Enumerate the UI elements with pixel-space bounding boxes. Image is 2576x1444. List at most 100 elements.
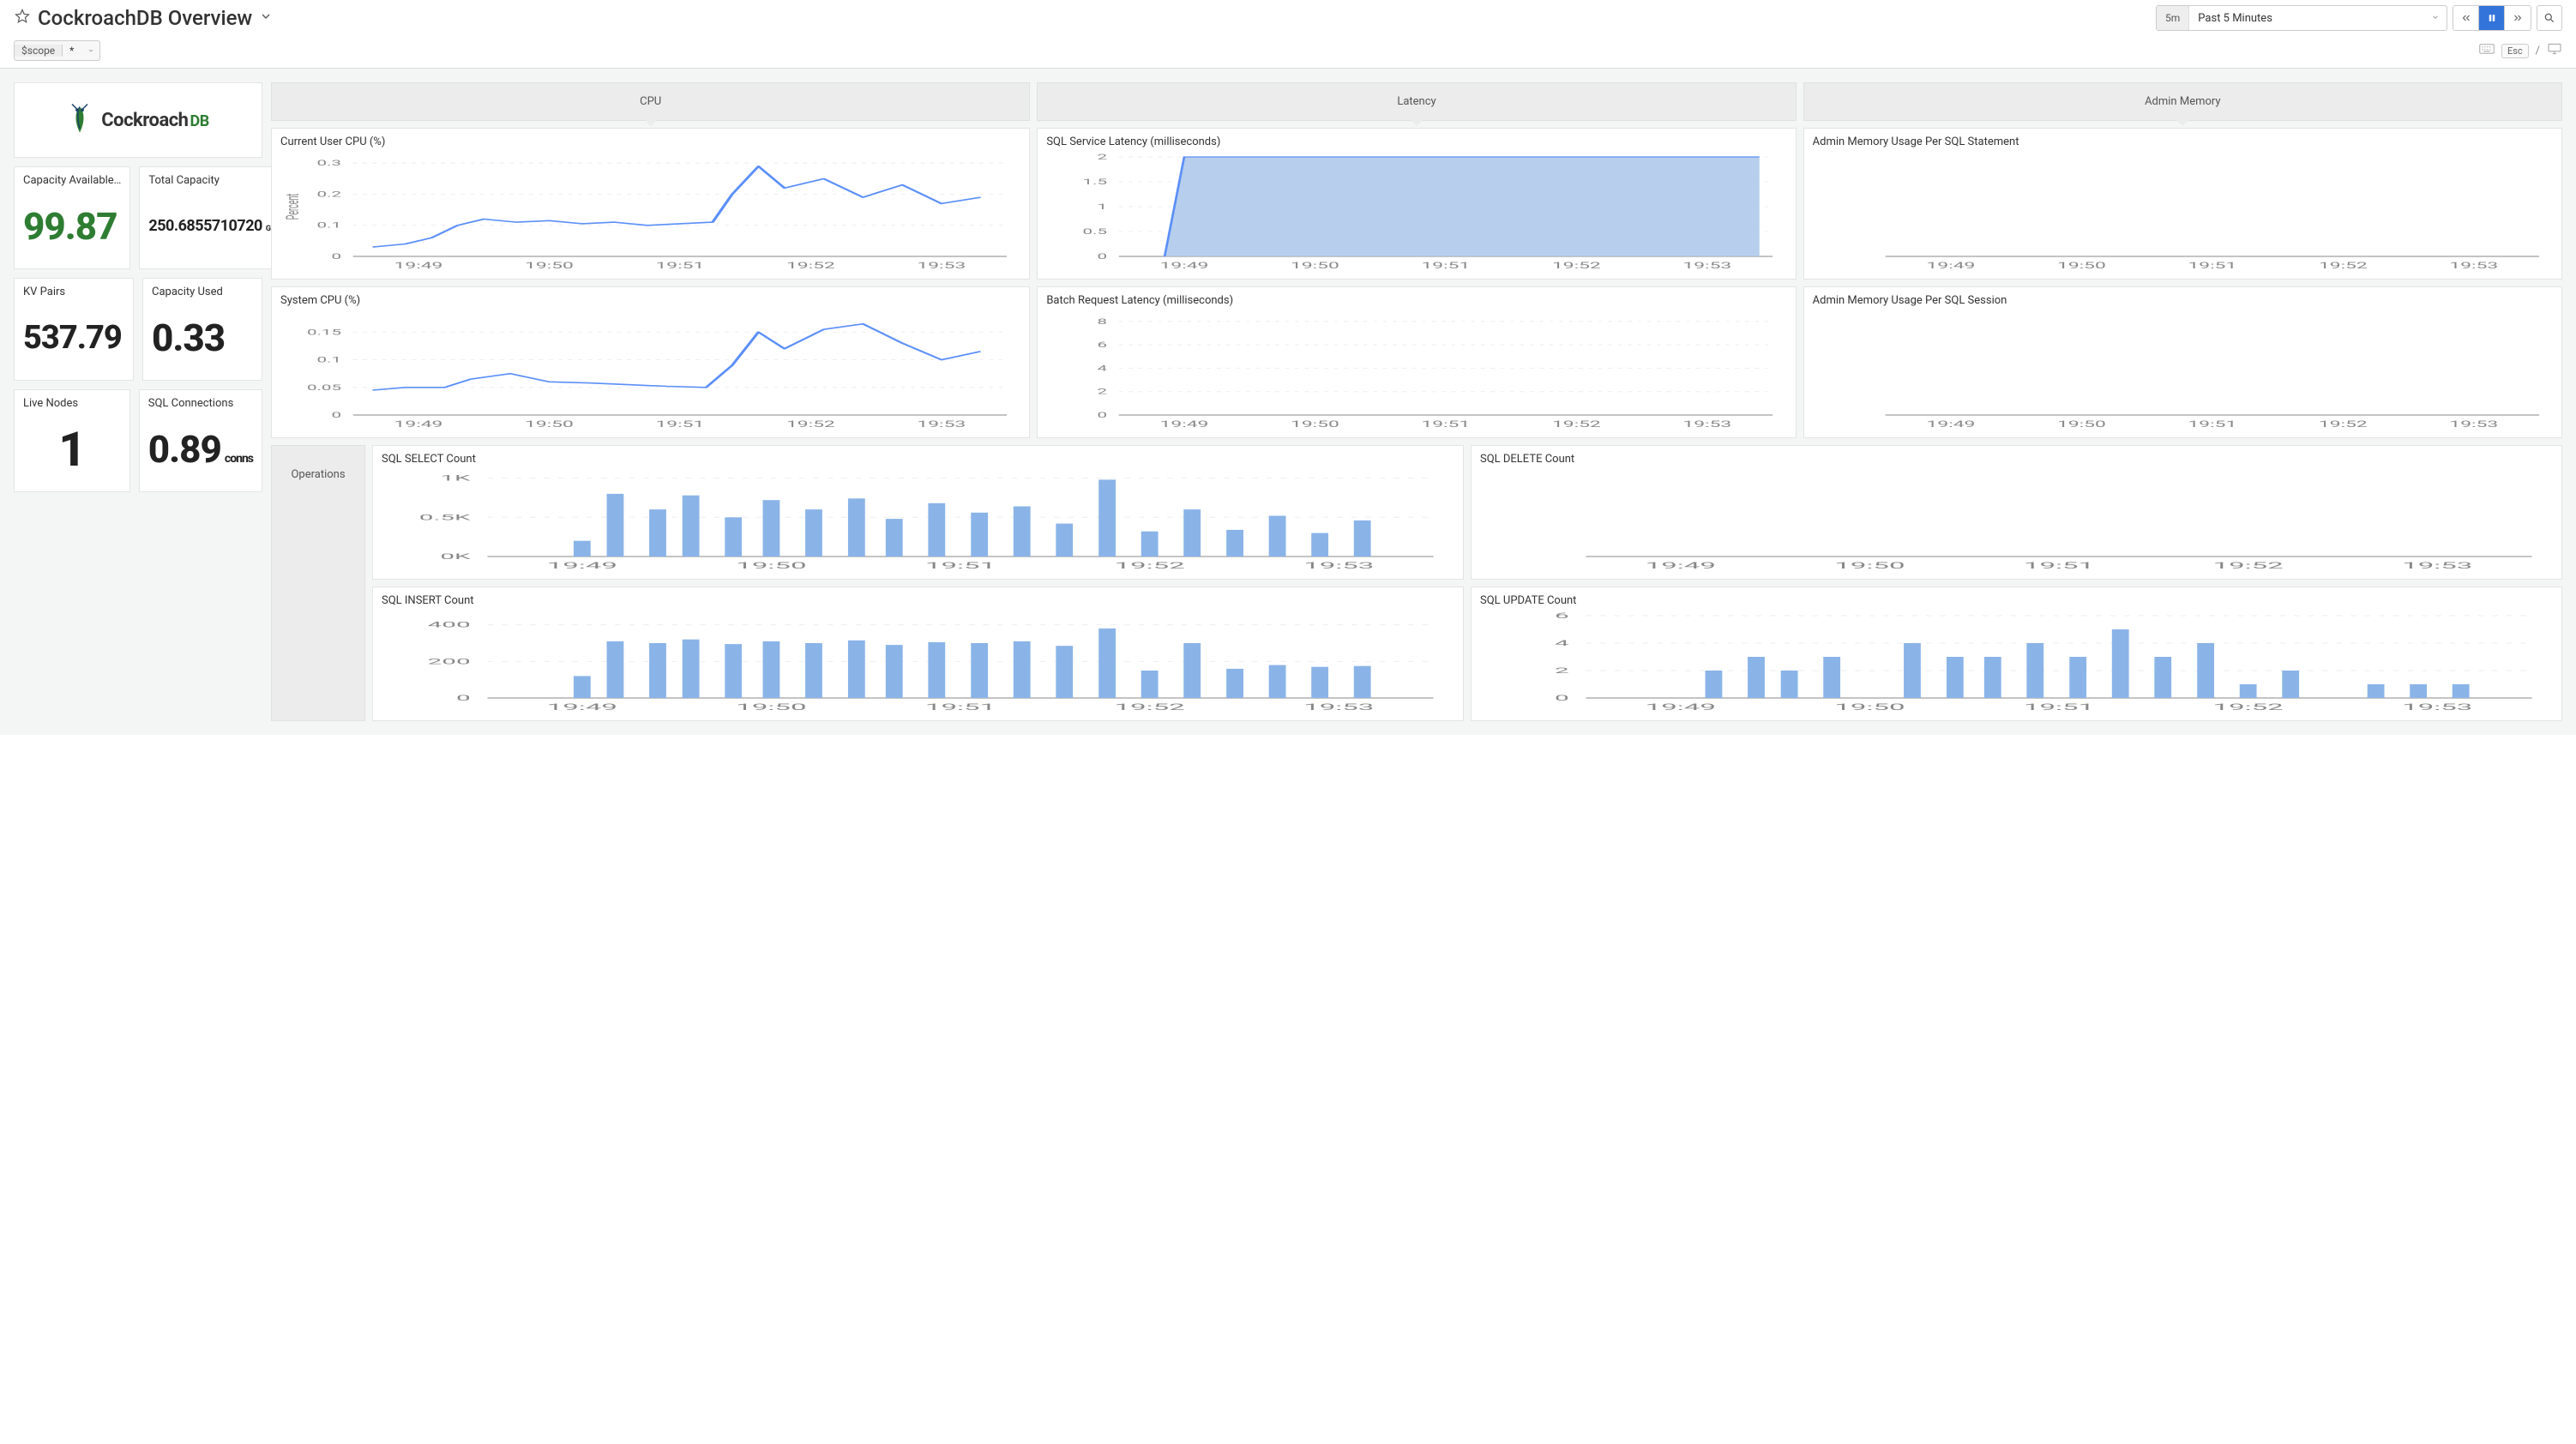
chart-sql-update[interactable]: SQL UPDATE Count 024619:4919:5019:5119:5…: [1471, 587, 2562, 721]
section-header-latency[interactable]: Latency: [1037, 82, 1796, 121]
svg-text:19:51: 19:51: [2024, 702, 2094, 713]
logo-suffix: DB: [190, 112, 209, 130]
svg-text:6: 6: [1555, 611, 1569, 620]
monitor-icon[interactable]: [2547, 43, 2562, 58]
section-header-admin-memory[interactable]: Admin Memory: [1803, 82, 2562, 121]
scope-variable-chip[interactable]: $scope *: [14, 40, 100, 61]
svg-text:19:53: 19:53: [1303, 702, 1374, 713]
svg-text:0.15: 0.15: [307, 328, 341, 337]
svg-text:19:49: 19:49: [1160, 261, 1209, 270]
time-nav-forward-button[interactable]: [2505, 6, 2531, 30]
svg-text:19:53: 19:53: [2449, 261, 2498, 270]
search-button[interactable]: [2537, 5, 2562, 31]
svg-text:19:49: 19:49: [547, 702, 617, 713]
svg-text:2: 2: [1098, 387, 1108, 396]
chart-sql-select[interactable]: SQL SELECT Count 0K0.5K1K19:4919:5019:51…: [372, 445, 1464, 580]
time-nav-group: [2453, 5, 2531, 31]
svg-text:19:50: 19:50: [736, 561, 806, 571]
section-header-cpu[interactable]: CPU: [271, 82, 1030, 121]
stat-capacity-available[interactable]: Capacity Available… 99.87: [14, 166, 130, 269]
svg-text:0: 0: [332, 251, 342, 261]
slash-separator: /: [2536, 45, 2540, 57]
chart-batch-latency[interactable]: Batch Request Latency (milliseconds) 024…: [1037, 286, 1796, 438]
svg-text:19:53: 19:53: [1683, 261, 1732, 270]
chart-title: SQL Service Latency (milliseconds): [1046, 135, 1788, 148]
chart-svg: 00.10.20.3Percent19:4919:5019:5119:5219:…: [279, 152, 1022, 272]
chart-title: SQL INSERT Count: [382, 594, 1456, 607]
title-chevron-down-icon[interactable]: [259, 9, 273, 27]
chart-title: Admin Memory Usage Per SQL Statement: [1813, 135, 2555, 148]
time-nav-back-button[interactable]: [2453, 6, 2479, 30]
svg-text:19:51: 19:51: [655, 261, 704, 270]
stat-kv-pairs[interactable]: KV Pairs 537.79: [14, 278, 134, 381]
time-range-picker[interactable]: 5m Past 5 Minutes: [2156, 5, 2447, 31]
svg-text:19:49: 19:49: [547, 561, 617, 571]
stat-value: 0.89conns: [148, 430, 253, 468]
svg-text:0: 0: [1098, 251, 1108, 261]
stat-total-capacity[interactable]: Total Capacity 250.6855710720GB: [139, 166, 284, 269]
stat-sql-connections[interactable]: SQL Connections 0.89conns: [139, 389, 262, 492]
svg-text:19:51: 19:51: [2188, 419, 2236, 429]
time-range-caret-icon: [2424, 12, 2447, 25]
time-range-label: Past 5 Minutes: [2189, 12, 2424, 25]
svg-text:19:50: 19:50: [525, 419, 574, 429]
keyboard-icon: [2479, 44, 2495, 57]
stat-capacity-used[interactable]: Capacity Used 0.33: [142, 278, 262, 381]
chart-admin-per-stmt[interactable]: Admin Memory Usage Per SQL Statement 19:…: [1803, 128, 2562, 280]
chart-title: SQL UPDATE Count: [1480, 594, 2555, 607]
svg-text:400: 400: [428, 621, 471, 629]
stat-title: KV Pairs: [23, 286, 124, 298]
chart-title: SQL DELETE Count: [1480, 453, 2555, 466]
section-header-operations[interactable]: Operations: [271, 445, 365, 721]
cockroach-logo-icon: [67, 103, 93, 137]
svg-text:0.5: 0.5: [1083, 226, 1108, 236]
chart-admin-per-sess[interactable]: Admin Memory Usage Per SQL Session 19:49…: [1803, 286, 2562, 438]
svg-text:19:49: 19:49: [1926, 261, 1975, 270]
svg-text:1: 1: [1098, 202, 1108, 211]
svg-text:19:51: 19:51: [925, 702, 996, 713]
chart-svg: 00.511.5219:4919:5019:5119:5219:53: [1044, 152, 1788, 272]
stat-column: CockroachDB Capacity Available… 99.87 To…: [14, 82, 262, 492]
chart-sql-delete[interactable]: SQL DELETE Count 19:4919:5019:5119:5219:…: [1471, 445, 2562, 580]
logo-brand: Cockroach: [101, 110, 188, 131]
favorite-star-icon[interactable]: [14, 8, 31, 28]
svg-text:19:53: 19:53: [2402, 702, 2472, 713]
stat-value: 1: [23, 425, 121, 473]
svg-text:19:52: 19:52: [1115, 702, 1185, 713]
chart-system-cpu[interactable]: System CPU (%) 00.050.10.1519:4919:5019:…: [271, 286, 1030, 438]
svg-text:19:51: 19:51: [1422, 261, 1471, 270]
svg-text:19:52: 19:52: [786, 419, 835, 429]
svg-text:0: 0: [1098, 410, 1108, 419]
stat-value: 250.6855710720GB: [148, 219, 274, 234]
stat-title: SQL Connections: [148, 397, 253, 410]
svg-text:19:53: 19:53: [917, 261, 966, 270]
time-range-badge: 5m: [2157, 6, 2189, 30]
charts-column: CPU Latency Admin Memory Current User CP…: [271, 82, 2562, 721]
svg-text:19:50: 19:50: [1834, 561, 1905, 571]
svg-text:4: 4: [1555, 639, 1569, 647]
svg-text:19:50: 19:50: [525, 261, 574, 270]
chart-sql-latency[interactable]: SQL Service Latency (milliseconds) 0 0.5 1…: [1037, 128, 1796, 280]
svg-text:8: 8: [1098, 316, 1108, 326]
svg-text:200: 200: [428, 658, 471, 666]
svg-text:19:52: 19:52: [2319, 419, 2368, 429]
stat-title: Capacity Used: [152, 286, 253, 298]
svg-text:6: 6: [1098, 340, 1108, 350]
chart-sql-insert[interactable]: SQL INSERT Count 020040019:4919:5019:511…: [372, 587, 1464, 721]
logo-text: CockroachDB: [101, 110, 208, 131]
svg-text:0K: 0K: [440, 552, 471, 561]
svg-text:0.1: 0.1: [317, 355, 341, 364]
stat-title: Live Nodes: [23, 397, 121, 410]
svg-text:19:51: 19:51: [2188, 261, 2236, 270]
svg-text:19:52: 19:52: [2213, 702, 2284, 713]
chart-user-cpu[interactable]: Current User CPU (%) 00.10.20.3Percent19…: [271, 128, 1030, 280]
esc-key-hint: Esc: [2501, 44, 2529, 58]
chart-svg: 0246819:4919:5019:5119:5219:53: [1044, 310, 1788, 430]
svg-text:19:51: 19:51: [925, 561, 996, 571]
stat-live-nodes[interactable]: Live Nodes 1: [14, 389, 130, 492]
time-nav-pause-button[interactable]: [2479, 6, 2505, 30]
chart-svg: 024619:4919:5019:5119:5219:53: [1478, 611, 2555, 713]
svg-text:19:51: 19:51: [2024, 561, 2094, 571]
svg-text:19:53: 19:53: [1683, 419, 1732, 429]
chart-svg: 0K0.5K1K19:4919:5019:5119:5219:53: [380, 469, 1456, 572]
